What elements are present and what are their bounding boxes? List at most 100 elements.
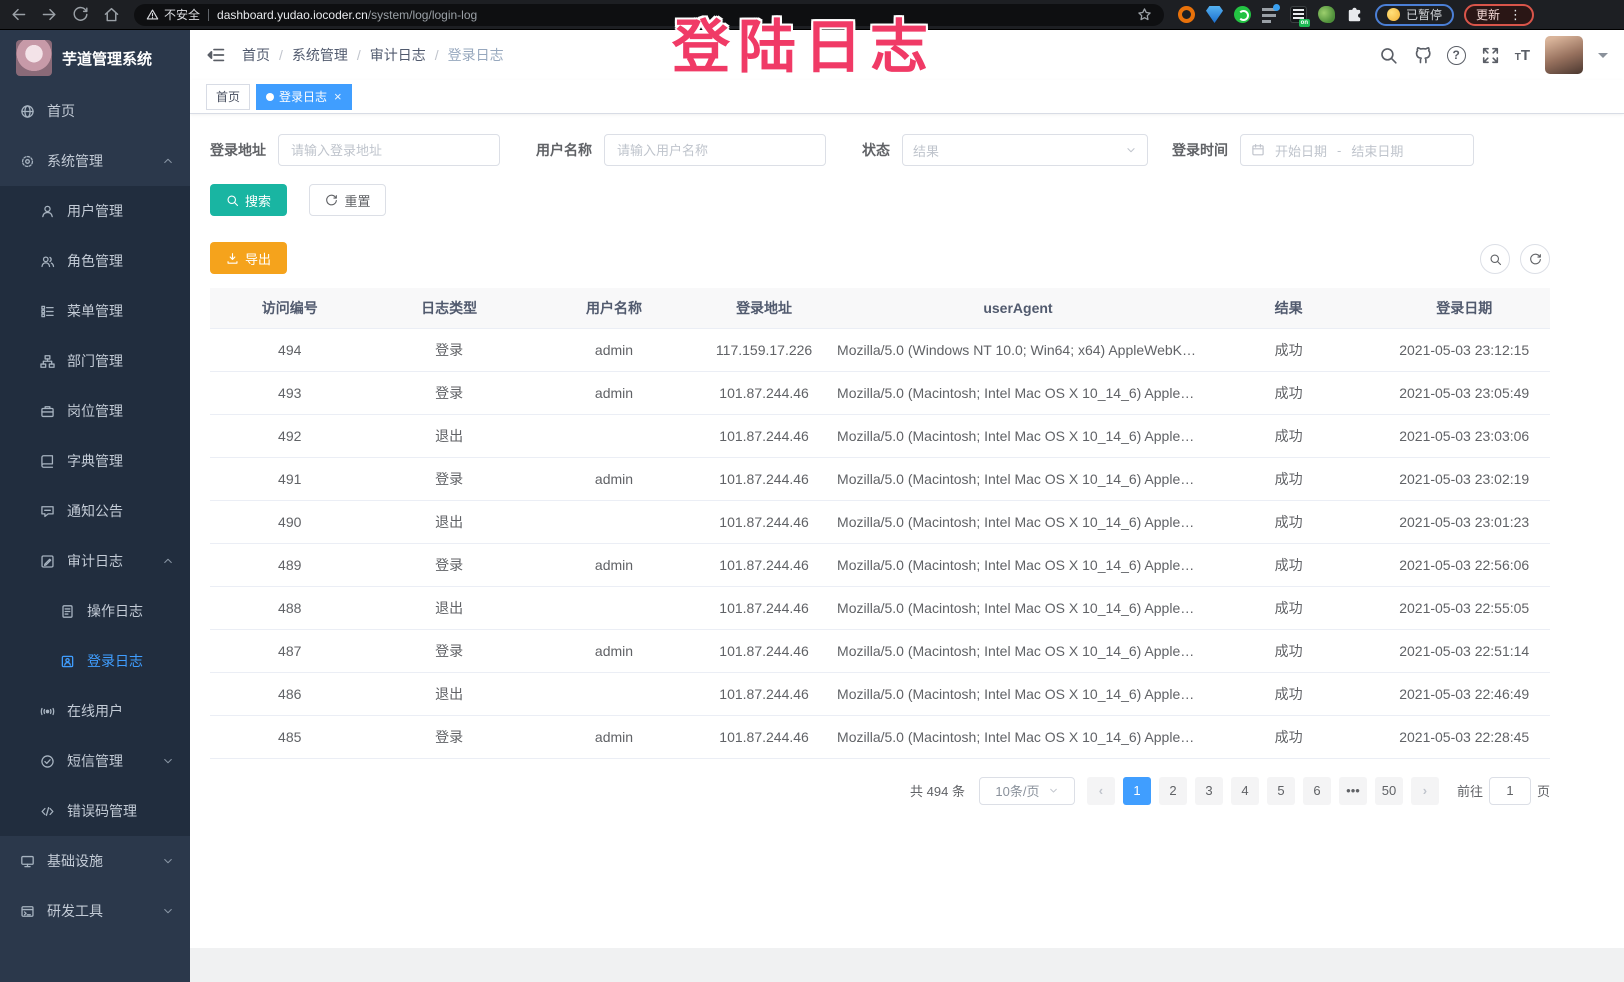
sidebar-item-infra[interactable]: 基础设施 [0, 836, 190, 886]
sidebar-item-dept-mgmt[interactable]: 部门管理 [0, 336, 190, 386]
tab-home[interactable]: 首页 [206, 83, 251, 110]
sidebar-item-label: 在线用户 [67, 703, 123, 719]
font-size-icon[interactable]: TT [1514, 46, 1530, 64]
page-button-3[interactable]: 3 [1194, 776, 1223, 805]
total-count: 共 494 条 [910, 784, 965, 799]
cell-id: 485 [210, 715, 370, 759]
infra-icon [20, 854, 35, 869]
close-icon[interactable]: × [334, 89, 342, 104]
refresh-table-button[interactable] [1520, 244, 1550, 274]
more-pages-button[interactable]: ••• [1338, 776, 1367, 805]
browser-menu-icon[interactable]: ⋮ [1509, 7, 1523, 22]
app-logo[interactable]: 芋道管理系统 [0, 30, 190, 86]
extension-icon-3[interactable] [1234, 6, 1251, 23]
forward-icon[interactable] [41, 6, 58, 23]
sidebar-item-user-mgmt[interactable]: 用户管理 [0, 186, 190, 236]
sidebar-menu: 首页 系统管理用户管理角色管理菜单管理 部门管理 岗位管理 字典管理 通知公告 审计日志 操作… [0, 86, 190, 936]
caret-down-icon[interactable] [1598, 53, 1608, 63]
sidebar-item-role-mgmt[interactable]: 角色管理 [0, 236, 190, 286]
github-icon[interactable] [1413, 46, 1432, 65]
chevron-up-icon [162, 155, 174, 167]
cell-type: 退出 [369, 672, 529, 716]
prev-page-button[interactable]: ‹ [1086, 776, 1115, 805]
sidebar-item-audit-log[interactable]: 审计日志 [0, 536, 190, 586]
tab-login-log[interactable]: 登录日志 × [256, 83, 352, 110]
cell-date: 2021-05-03 23:03:06 [1378, 414, 1550, 458]
download-icon [226, 252, 239, 265]
extension-icon-5[interactable]: on [1290, 6, 1310, 27]
breadcrumb-system[interactable]: 系统管理 [291, 47, 348, 63]
user-avatar[interactable] [1545, 36, 1583, 74]
page-button-5[interactable]: 5 [1266, 776, 1295, 805]
page-button-1[interactable]: 1 [1122, 776, 1151, 805]
fullscreen-icon[interactable] [1481, 46, 1500, 65]
extension-icon-4[interactable] [1262, 4, 1280, 23]
cell-id: 493 [210, 371, 370, 415]
sidebar-item-label: 角色管理 [67, 253, 123, 269]
paused-chip[interactable]: 已暂停 [1375, 3, 1455, 26]
sidebar-item-label: 错误码管理 [67, 803, 137, 819]
goto-suffix: 页 [1536, 784, 1550, 799]
update-button[interactable]: 更新 ⋮ [1464, 3, 1535, 26]
extension-icon-6[interactable] [1318, 6, 1335, 23]
cell-address: 101.87.244.46 [699, 629, 830, 673]
table-row: 486 退出 101.87.244.46 Mozilla/5.0 (Macintosh… [210, 672, 1550, 716]
page-button-6[interactable]: 6 [1302, 776, 1331, 805]
search-icon[interactable] [1379, 46, 1398, 65]
address-bar[interactable]: 不安全 dashboard.yudao.iocoder.cn /system/l… [134, 3, 1164, 26]
sidebar-item-notice[interactable]: 通知公告 [0, 486, 190, 536]
sidebar-item-sms-mgmt[interactable]: 短信管理 [0, 736, 190, 786]
search-icon [226, 194, 239, 207]
collapse-sidebar-icon[interactable] [206, 45, 226, 65]
hide-search-button[interactable] [1480, 244, 1510, 274]
bookmark-star-icon[interactable] [1137, 7, 1152, 22]
sidebar-item-system-mgmt[interactable]: 系统管理 [0, 136, 190, 186]
cell-ua: Mozilla/5.0 (Macintosh; Intel Mac OS X 1… [829, 543, 1199, 587]
goto-page-input[interactable] [1488, 776, 1531, 805]
page-size-select[interactable]: 10条/页 [978, 776, 1075, 805]
extension-icon-1[interactable] [1178, 6, 1195, 23]
next-page-button[interactable]: › [1410, 776, 1439, 805]
goto-page: 前往 页 [1457, 776, 1550, 805]
search-button[interactable]: 搜索 [210, 184, 288, 216]
reload-icon[interactable] [72, 6, 89, 23]
cell-result: 成功 [1198, 715, 1379, 759]
breadcrumb-home[interactable]: 首页 [242, 47, 270, 63]
page-button-2[interactable]: 2 [1158, 776, 1187, 805]
sidebar-item-home[interactable]: 首页 [0, 86, 190, 136]
extension-icon-7[interactable] [1346, 6, 1363, 23]
export-button[interactable]: 导出 [210, 242, 288, 274]
status-select[interactable]: 结果 [902, 134, 1148, 166]
back-icon[interactable] [10, 6, 27, 23]
page-button-4[interactable]: 4 [1230, 776, 1259, 805]
chevron-up-icon [162, 555, 174, 567]
date-range-picker[interactable]: 开始日期 - 结束日期 [1240, 134, 1474, 166]
browser-home-icon[interactable] [103, 6, 120, 23]
sidebar-item-operate-log[interactable]: 操作日志 [0, 586, 190, 636]
filter-form: 登录地址 用户名称 状态 结果 登录时间 开始日期 [210, 134, 1550, 166]
reset-button[interactable]: 重置 [309, 184, 387, 216]
sms-icon [40, 754, 55, 769]
search-button-label: 搜索 [245, 193, 272, 209]
sidebar-item-login-log[interactable]: 登录日志 [0, 636, 190, 686]
sidebar-item-label: 用户管理 [67, 203, 123, 219]
code-icon [40, 804, 55, 819]
extension-icon-2[interactable] [1206, 6, 1223, 23]
sidebar-item-online-user[interactable]: 在线用户 [0, 686, 190, 736]
sidebar-item-error-code-mgmt[interactable]: 错误码管理 [0, 786, 190, 836]
home-icon [20, 104, 35, 119]
sidebar-item-menu-mgmt[interactable]: 菜单管理 [0, 286, 190, 336]
navbar: 首页 / 系统管理 / 审计日志 / 登录日志 ? TT [190, 30, 1624, 80]
tab-label: 首页 [216, 90, 241, 104]
column-header-date: 登录日期 [1378, 288, 1550, 329]
login-address-input[interactable] [278, 134, 500, 166]
breadcrumb-audit-log[interactable]: 审计日志 [369, 47, 426, 63]
sidebar-item-post-mgmt[interactable]: 岗位管理 [0, 386, 190, 436]
sidebar-item-dev-tools[interactable]: 研发工具 [0, 886, 190, 936]
page-button-50[interactable]: 50 [1374, 776, 1403, 805]
username-input[interactable] [604, 134, 826, 166]
security-warning[interactable]: 不安全 [164, 8, 201, 22]
sidebar-item-dict-mgmt[interactable]: 字典管理 [0, 436, 190, 486]
cell-address: 101.87.244.46 [699, 500, 830, 544]
help-icon[interactable]: ? [1446, 45, 1466, 65]
